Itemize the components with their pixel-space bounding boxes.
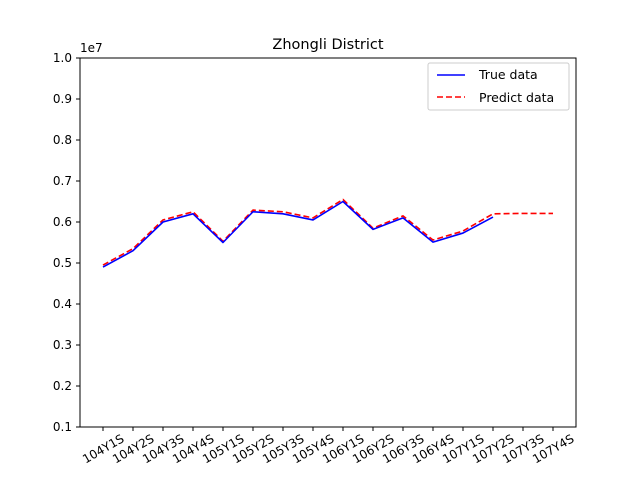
legend-predict-data-label: Predict data xyxy=(479,90,554,105)
plot-frame xyxy=(79,57,577,428)
y-offset-text: 1e7 xyxy=(80,41,103,55)
y-tick-label: 0.7 xyxy=(53,174,72,188)
y-tick-label: 0.2 xyxy=(53,379,72,393)
y-tick-label: 0.1 xyxy=(53,420,72,434)
plot-border xyxy=(79,57,577,428)
legend: True data Predict data xyxy=(427,62,570,111)
series-line-true-data xyxy=(102,200,494,268)
series-line-predict-data xyxy=(102,198,553,266)
y-tick-label: 0.6 xyxy=(53,215,72,229)
y-tick-label: 0.3 xyxy=(53,338,72,352)
x-axis: 104Y1S104Y2S104Y3S104Y4S105Y1S105Y2S105Y… xyxy=(80,427,577,466)
y-axis: 0.1 0.2 0.3 0.4 0.5 0.6 0.7 0.8 0.9 1.0 xyxy=(53,51,80,434)
y-tick-label: 0.9 xyxy=(53,92,72,106)
y-tick-label: 0.4 xyxy=(53,297,72,311)
y-tick-label: 1.0 xyxy=(53,51,72,65)
chart-title: Zhongli District xyxy=(272,37,383,53)
series-lines xyxy=(102,198,553,268)
y-tick-label: 0.5 xyxy=(53,256,72,270)
y-tick-label: 0.8 xyxy=(53,133,72,147)
legend-true-data-label: True data xyxy=(478,67,538,82)
